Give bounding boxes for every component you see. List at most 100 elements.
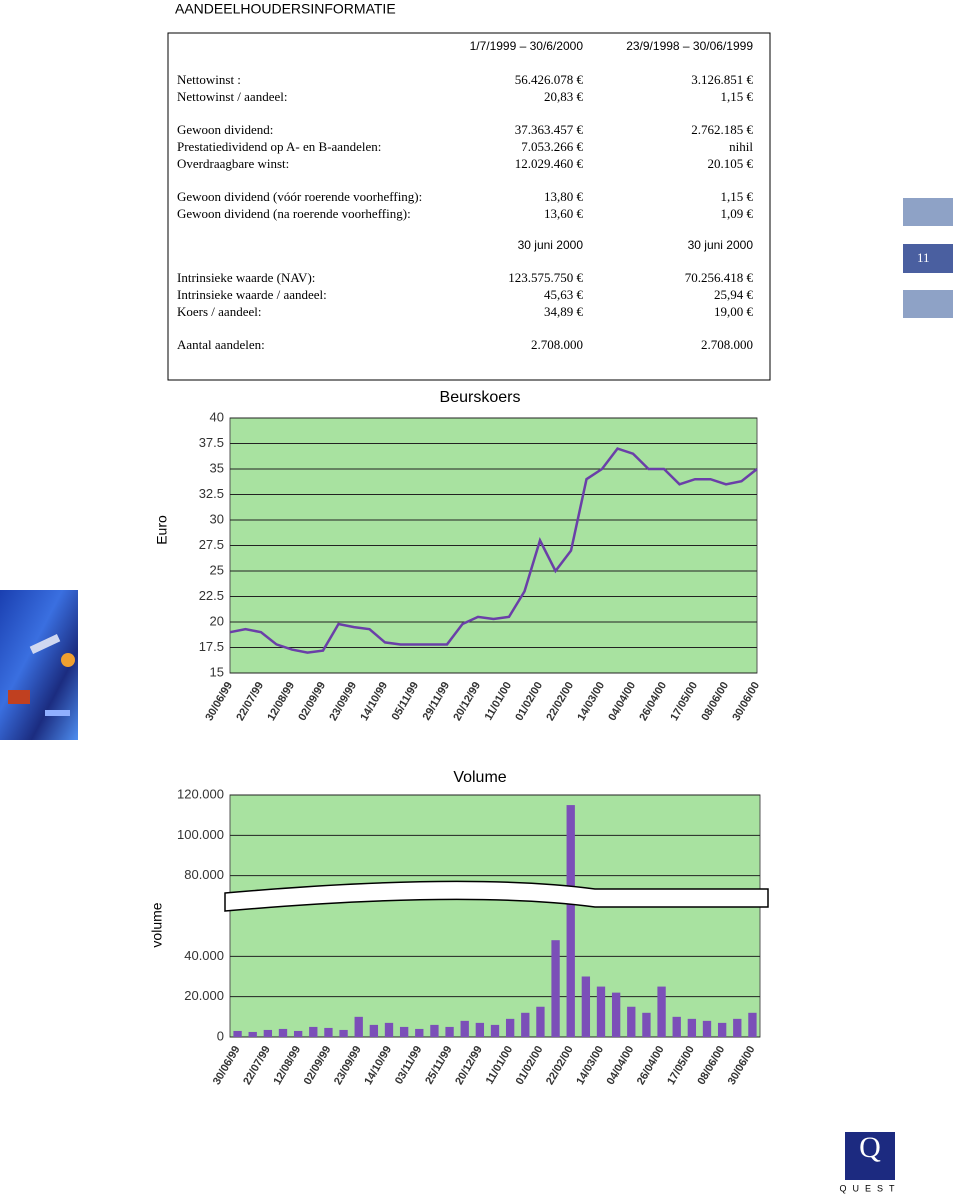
y-tick-label: 17.5 <box>199 639 224 654</box>
x-tick-label: 12/08/99 <box>271 1044 303 1087</box>
svg-text:Q: Q <box>859 1131 881 1164</box>
y-tick-label: 35 <box>210 460 224 475</box>
y-axis-label: volume <box>149 902 165 947</box>
bar <box>490 1024 500 1037</box>
bar <box>717 1022 727 1037</box>
x-tick-label: 04/04/00 <box>606 680 638 723</box>
x-tick-label: 05/11/99 <box>390 680 422 723</box>
x-tick-label: 17/05/00 <box>668 680 700 723</box>
x-tick-label: 20/12/99 <box>451 680 483 723</box>
cell-value: 56.426.078 € <box>515 72 584 87</box>
bar <box>672 1016 681 1037</box>
row-label: Gewoon dividend (na roerende voorheffing… <box>177 206 411 221</box>
x-tick-label: 23/09/99 <box>332 1044 364 1087</box>
cell-value: 7.053.266 € <box>521 139 583 154</box>
bar <box>384 1022 394 1037</box>
row-label: Nettowinst : <box>177 72 241 87</box>
x-tick-label: 11/01/00 <box>483 680 515 723</box>
y-tick-label: 100.000 <box>177 827 224 842</box>
cell-value: 12.029.460 € <box>515 156 584 171</box>
y-tick-label: 37.5 <box>199 435 224 450</box>
cell-value: 20.105 € <box>708 156 754 171</box>
cell-value: 70.256.418 € <box>685 270 754 285</box>
bar <box>687 1018 697 1037</box>
y-tick-label: 20.000 <box>184 988 224 1003</box>
x-tick-label: 26/04/00 <box>637 680 669 723</box>
y-tick-label: 32.5 <box>199 486 224 501</box>
x-tick-label: 14/10/99 <box>362 1044 394 1087</box>
bar <box>505 1018 515 1037</box>
side-tab-active <box>903 244 953 273</box>
y-tick-label: 80.000 <box>184 867 224 882</box>
cell-value: 13,60 € <box>544 206 584 221</box>
x-tick-label: 08/06/00 <box>695 1044 727 1087</box>
bar <box>521 1012 530 1037</box>
bar <box>627 1006 636 1037</box>
plot-area <box>229 794 761 1038</box>
cell-value: 2.708.000 <box>531 337 583 352</box>
y-tick-label: 22.5 <box>199 588 224 603</box>
x-tick-label: 04/04/00 <box>605 1044 637 1087</box>
photo <box>0 590 78 740</box>
x-tick-label: 22/07/99 <box>241 1044 273 1087</box>
y-tick-label: 30 <box>210 511 224 526</box>
row-label: Nettowinst / aandeel: <box>177 89 287 104</box>
bar <box>399 1026 409 1037</box>
cell-value: 19,00 € <box>714 304 754 319</box>
x-tick-label: 30/06/00 <box>726 1044 758 1087</box>
column-header: 23/9/1998 – 30/06/1999 <box>626 39 753 53</box>
side-tab <box>903 198 953 226</box>
cell-value: 123.575.750 € <box>508 270 583 285</box>
x-tick-label: 30/06/00 <box>730 680 762 723</box>
bar <box>415 1028 424 1037</box>
x-tick-label: 26/04/00 <box>635 1044 667 1087</box>
bar <box>233 1030 242 1037</box>
cell-value: 2.762.185 € <box>691 122 753 137</box>
price-line <box>229 447 758 654</box>
table-frame <box>167 32 771 381</box>
x-tick-label: 23/09/99 <box>327 680 359 723</box>
cell-value: 3.126.851 € <box>691 72 753 87</box>
y-axis-label: Euro <box>154 515 170 545</box>
x-tick-label: 29/11/99 <box>421 680 453 723</box>
x-tick-label: 22/02/00 <box>544 1044 576 1087</box>
y-tick-label: 25 <box>210 562 224 577</box>
y-tick-label: 27.5 <box>199 537 224 552</box>
logo: Q QUEST <box>839 1131 900 1193</box>
cell-value: 25,94 € <box>714 287 754 302</box>
x-tick-label: 20/12/99 <box>453 1044 485 1087</box>
bar <box>642 1012 651 1037</box>
bar <box>748 1012 757 1037</box>
column-header: 1/7/1999 – 30/6/2000 <box>470 39 584 53</box>
page-number: 11 <box>917 250 930 265</box>
cell-value: 1,15 € <box>721 89 754 104</box>
x-tick-label: 30/06/99 <box>203 680 235 723</box>
x-tick-label: 17/05/00 <box>665 1044 697 1087</box>
cell-value: 34,89 € <box>544 304 584 319</box>
row-label: Gewoon dividend (vóór roerende voorheffi… <box>177 189 422 204</box>
bar <box>309 1026 318 1037</box>
bar <box>248 1031 257 1037</box>
bar <box>278 1028 288 1037</box>
x-tick-label: 01/02/00 <box>513 680 545 723</box>
x-tick-label: 01/02/00 <box>514 1044 546 1087</box>
bar <box>611 992 621 1037</box>
chart-title: Beurskoers <box>440 389 521 406</box>
column-header: 30 juni 2000 <box>688 238 754 252</box>
axis-break <box>224 880 769 912</box>
x-tick-label: 22/02/00 <box>544 680 576 723</box>
svg-text:QUEST: QUEST <box>839 1183 900 1193</box>
x-tick-label: 03/11/99 <box>393 1044 425 1087</box>
x-tick-label: 25/11/99 <box>423 1044 455 1087</box>
row-label: Aantal aandelen: <box>177 337 265 352</box>
cell-value: 13,80 € <box>544 189 584 204</box>
bar <box>324 1027 333 1037</box>
x-tick-label: 11/01/00 <box>484 1044 516 1087</box>
side-tab <box>903 290 953 318</box>
bar <box>733 1018 742 1037</box>
bar <box>581 976 591 1037</box>
row-label: Overdraagbare winst: <box>177 156 289 171</box>
chart-title: Volume <box>453 769 506 786</box>
bar <box>263 1029 273 1037</box>
